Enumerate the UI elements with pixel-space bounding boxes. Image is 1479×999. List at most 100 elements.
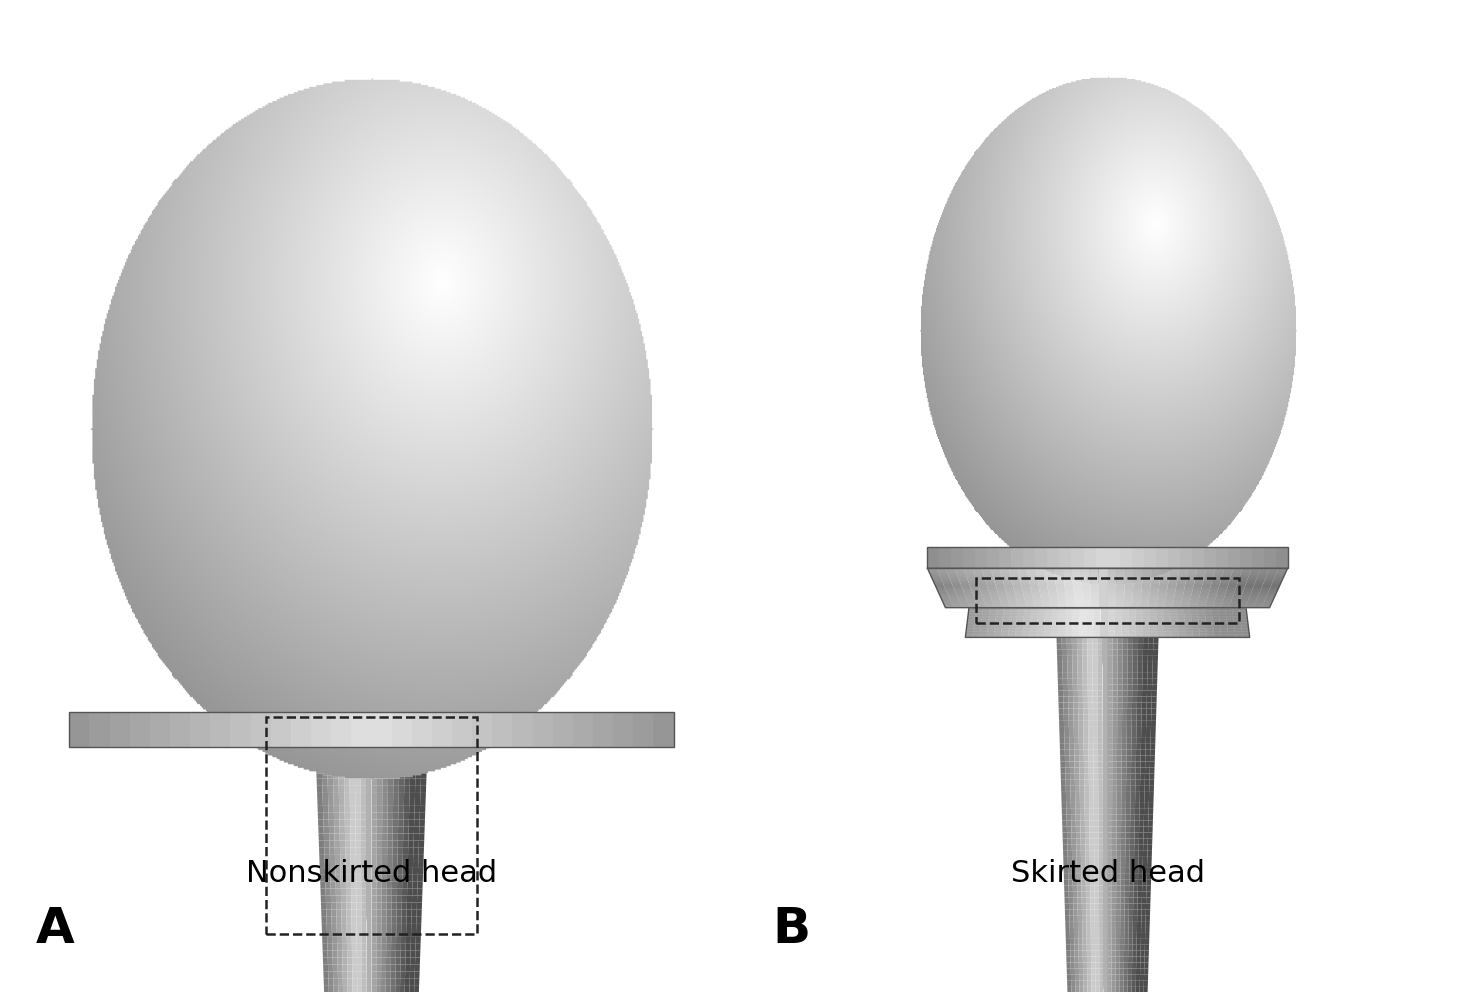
Polygon shape: [337, 750, 343, 757]
Polygon shape: [1108, 850, 1112, 856]
Polygon shape: [1140, 797, 1145, 803]
Polygon shape: [407, 695, 413, 702]
Polygon shape: [333, 958, 337, 964]
Polygon shape: [327, 778, 333, 785]
Polygon shape: [1099, 909, 1103, 915]
Polygon shape: [408, 854, 413, 861]
Polygon shape: [336, 889, 342, 895]
Polygon shape: [346, 585, 353, 592]
Polygon shape: [321, 757, 327, 764]
Polygon shape: [1093, 785, 1099, 791]
Polygon shape: [404, 813, 410, 819]
Polygon shape: [346, 923, 352, 930]
Polygon shape: [362, 971, 367, 978]
Polygon shape: [1083, 933, 1087, 939]
Polygon shape: [1099, 945, 1103, 951]
Polygon shape: [1121, 838, 1126, 844]
Polygon shape: [1071, 797, 1075, 803]
Polygon shape: [367, 868, 371, 875]
Polygon shape: [311, 612, 317, 619]
Polygon shape: [1136, 791, 1140, 797]
Polygon shape: [389, 695, 395, 702]
Polygon shape: [328, 813, 334, 819]
Polygon shape: [408, 619, 414, 626]
Polygon shape: [336, 661, 342, 668]
Polygon shape: [1103, 779, 1108, 785]
Polygon shape: [419, 847, 424, 854]
Polygon shape: [408, 819, 414, 826]
Polygon shape: [393, 750, 399, 757]
Polygon shape: [1117, 738, 1123, 744]
Polygon shape: [362, 944, 367, 951]
Polygon shape: [345, 813, 351, 819]
Polygon shape: [382, 889, 387, 895]
Polygon shape: [328, 978, 333, 985]
Polygon shape: [1127, 661, 1133, 667]
Polygon shape: [414, 612, 420, 619]
Polygon shape: [1124, 909, 1128, 915]
Polygon shape: [405, 737, 411, 744]
Polygon shape: [1071, 785, 1075, 791]
Polygon shape: [1108, 791, 1112, 797]
Polygon shape: [1134, 838, 1139, 844]
Polygon shape: [1089, 803, 1094, 809]
Polygon shape: [1139, 844, 1143, 850]
Polygon shape: [1112, 761, 1117, 767]
Polygon shape: [359, 716, 365, 723]
Polygon shape: [371, 819, 377, 826]
Polygon shape: [1072, 838, 1077, 844]
Polygon shape: [411, 916, 417, 923]
Polygon shape: [1065, 761, 1069, 767]
Polygon shape: [324, 661, 330, 668]
Polygon shape: [393, 744, 399, 750]
Polygon shape: [1093, 732, 1097, 738]
Polygon shape: [1108, 767, 1112, 773]
Polygon shape: [1072, 880, 1077, 886]
Polygon shape: [1123, 661, 1127, 667]
Polygon shape: [1068, 856, 1072, 862]
Polygon shape: [1097, 732, 1103, 738]
Polygon shape: [351, 799, 355, 806]
Polygon shape: [1094, 868, 1099, 874]
Polygon shape: [420, 813, 424, 819]
Polygon shape: [367, 875, 371, 882]
Polygon shape: [353, 605, 359, 612]
Bar: [951, 546, 963, 568]
Polygon shape: [416, 764, 422, 771]
Polygon shape: [1143, 980, 1148, 986]
Polygon shape: [1063, 696, 1068, 702]
Polygon shape: [1087, 690, 1093, 696]
Polygon shape: [1149, 767, 1155, 773]
Polygon shape: [336, 902, 342, 909]
Polygon shape: [353, 592, 359, 599]
Polygon shape: [408, 840, 414, 847]
Polygon shape: [1115, 986, 1120, 992]
Polygon shape: [339, 978, 343, 985]
Polygon shape: [1077, 832, 1081, 838]
Polygon shape: [336, 895, 342, 902]
Polygon shape: [365, 737, 371, 744]
Polygon shape: [1118, 643, 1123, 649]
Polygon shape: [1075, 767, 1080, 773]
Polygon shape: [1134, 820, 1139, 826]
Polygon shape: [1121, 749, 1127, 755]
Polygon shape: [371, 695, 377, 702]
Polygon shape: [1103, 815, 1108, 820]
Polygon shape: [1103, 968, 1108, 974]
Polygon shape: [395, 633, 401, 640]
Bar: [654, 712, 673, 746]
Polygon shape: [1145, 939, 1149, 945]
Polygon shape: [386, 930, 392, 937]
Polygon shape: [371, 895, 377, 902]
Polygon shape: [1103, 850, 1108, 856]
Polygon shape: [327, 771, 333, 778]
Bar: [593, 712, 614, 746]
Polygon shape: [1094, 832, 1099, 838]
Polygon shape: [383, 764, 387, 771]
Polygon shape: [1140, 933, 1145, 939]
Polygon shape: [317, 771, 322, 778]
Polygon shape: [343, 723, 349, 730]
Polygon shape: [1097, 661, 1102, 667]
Polygon shape: [1149, 791, 1154, 797]
Polygon shape: [377, 599, 383, 605]
